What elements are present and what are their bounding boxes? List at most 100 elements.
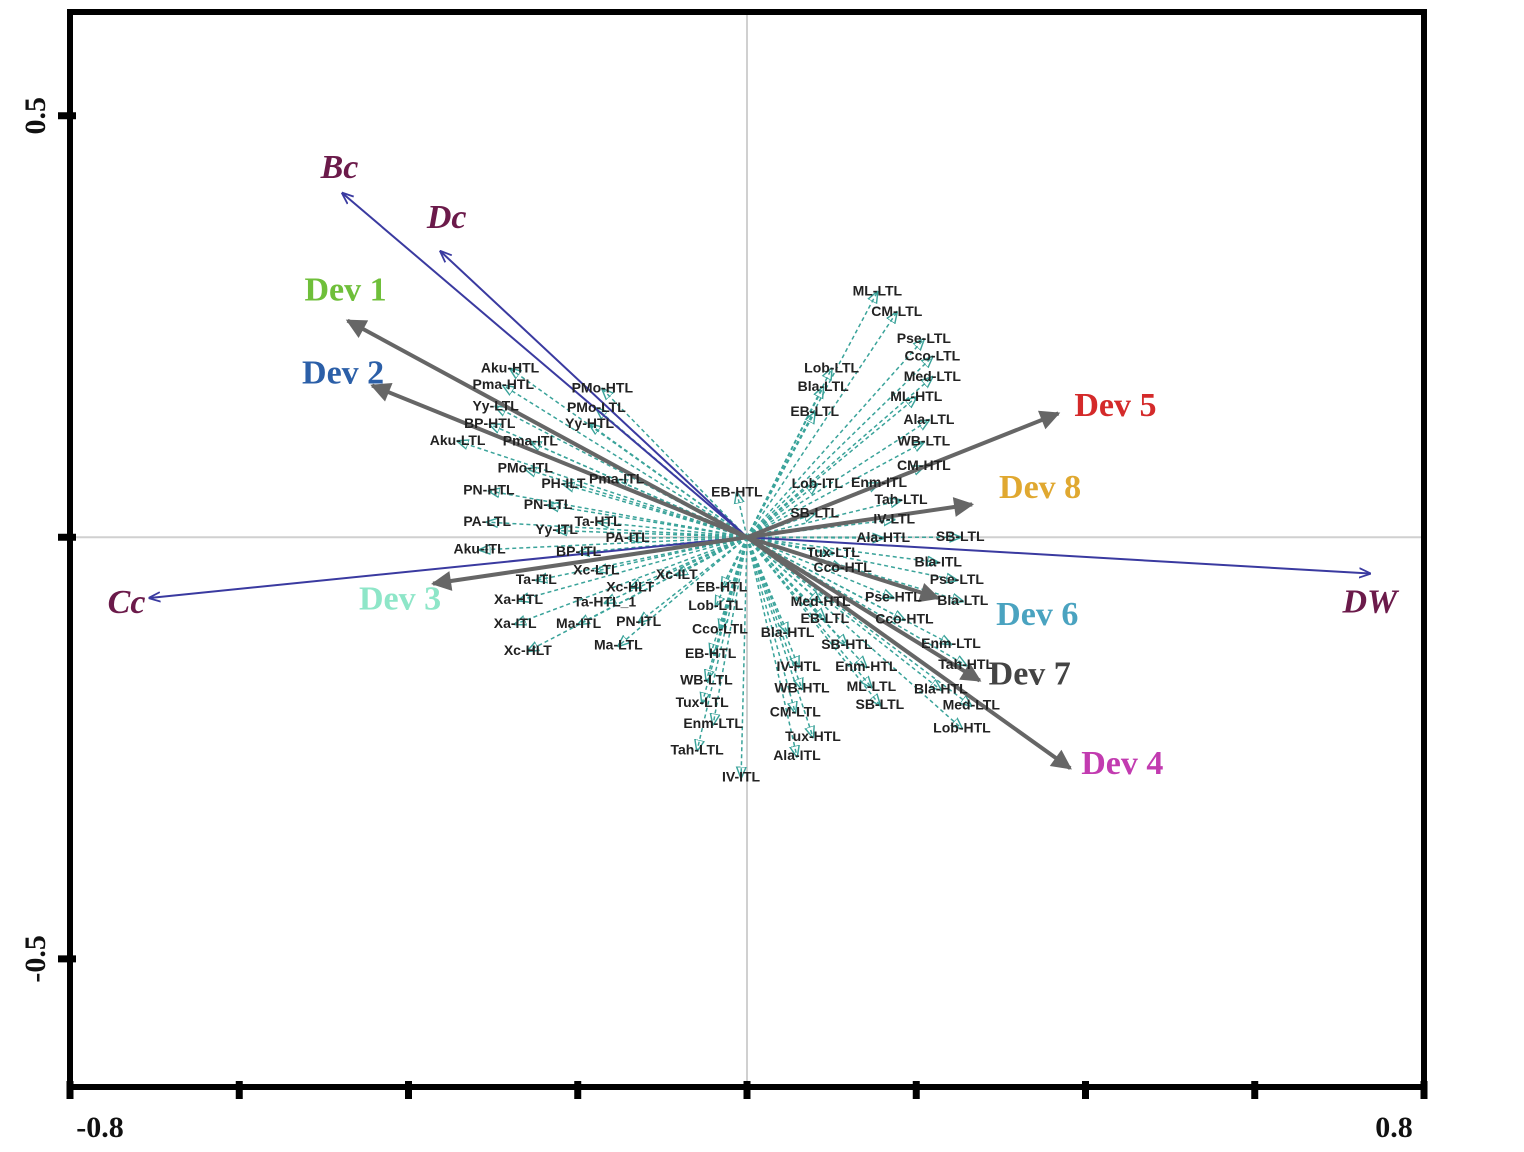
species-vector [746,484,817,538]
species-vector [713,537,748,724]
species-label: EB-HTL [711,483,763,499]
env-label: DW [1341,583,1400,620]
species-label: EB-HTL [696,579,748,595]
species-label: Bla-ITL [915,553,963,569]
species-label: PH-ILT [541,475,586,491]
species-label: ML-LTL [847,678,897,694]
species-label: Pse-LTL [897,330,952,346]
axes: -0.8 0.8 0.5 -0.5 [19,97,1428,1144]
species-vector [530,442,748,538]
env-vector [342,193,748,539]
species-vector [746,357,932,538]
species-label: Enm-LTL [683,715,743,731]
species-label: Xc-ILT [656,566,698,582]
species-label: Tux-LTL [807,544,861,560]
species-label: PMo-LTL [567,399,626,415]
species-vector [458,441,748,538]
species-vector [746,536,951,644]
species-vector [746,536,941,690]
species-label: EB-LTL [800,610,849,626]
species-label: Tah-HTL [938,656,994,672]
species-label: Lob-ITL [792,475,844,491]
species-vector [746,500,901,539]
species-label: CM-LTL [770,703,821,719]
species-label: Aku-ITL [454,541,507,557]
species-label: Pma-HTL [473,376,535,392]
species-vector [746,312,897,538]
species-label: Ala-LTL [903,411,955,427]
dev-vector [745,535,1072,770]
species-label: Xc-HLT [504,642,552,658]
dev-label: Dev 4 [1081,745,1163,782]
species-label: Med-HTL [791,593,851,609]
species-vector [746,377,932,538]
species-vector [746,536,957,580]
species-vector [596,536,748,571]
dev-vector [746,535,941,603]
species-label: Pse-HTL [865,589,922,605]
species-label: CM-HTL [897,457,951,473]
species-label: Yy-HTL [565,415,614,431]
dev-vector [745,535,982,683]
species-label: Pse-LTL [930,571,985,587]
species-label: SB-LTL [855,696,904,712]
species-vector [746,537,813,737]
species-label: Ta-HTL_1 [573,594,636,610]
species-label: SB-HTL [821,636,873,652]
species-label: Bla-LTL [937,592,989,608]
species-label: Lob-LTL [804,359,859,375]
species-label: Pma-ITL [589,471,645,487]
species-label: PN-ITL [616,613,662,629]
species-vector [515,536,748,624]
species-label: Cco-HTL [875,611,934,627]
env-vector [441,251,748,539]
species-vector [557,531,748,539]
species-label: Tux-HTL [785,728,841,744]
species-label: Ma-LTL [594,637,643,653]
env-label: Cc [108,584,146,621]
species-label: Tux-LTL [676,694,730,710]
dev-label: Dev 5 [1074,387,1156,424]
species-vector [590,424,748,538]
species-label: WB-HTL [774,680,830,696]
species-label: Yy-LTL [472,397,519,413]
species-label: Med-LTL [943,697,1001,713]
species-label: Cco-LTL [904,348,960,364]
species-vector [737,493,748,538]
species-vector [605,536,748,603]
species-vector [598,522,748,539]
species-vector [702,537,748,703]
species-label: IV-LTL [873,510,915,526]
species-vector [746,536,825,619]
species-label: Xc-LTL [573,562,620,578]
species-vector [746,536,962,728]
species-label: PMo-HTL [572,380,634,396]
species-vector [487,522,748,539]
species-label: Ala-ITL [773,747,821,763]
species-label: EB-HTL [685,645,737,661]
species-vector [746,412,815,538]
species-label: IV-ITL [722,768,761,784]
species-vector [489,491,748,539]
species-label: Cco-HTL [813,559,872,575]
dev-vector [345,318,748,540]
species-label: Yy-ITL [535,521,578,537]
species-label: BP-HTL [464,415,516,431]
x-tick-label: -0.8 [76,1111,124,1144]
species-label: SB-LTL [936,528,985,544]
species-vector [480,536,748,550]
species-label: Aku-LTL [430,432,486,448]
species-label: WB-LTL [898,433,951,449]
species-vector [746,536,880,705]
species-label: Xa-HTL [494,591,543,607]
x-tick-label: 0.8 [1375,1111,1413,1144]
species-vector [741,537,748,777]
dev-vector [746,497,975,540]
dev-label: Dev 3 [359,580,441,617]
y-tick-label: -0.5 [19,935,52,983]
dev-label: Dev 6 [996,596,1078,633]
grid [70,12,1424,1087]
env-label: Dc [426,199,467,236]
species-label: Enm-LTL [921,635,981,651]
